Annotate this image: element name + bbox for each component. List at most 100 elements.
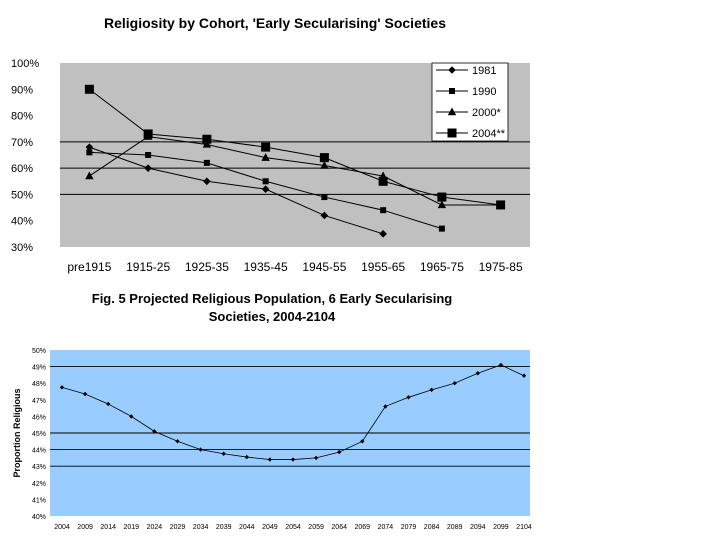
data-point — [221, 451, 226, 456]
y-tick-label: 43% — [32, 464, 46, 471]
data-point — [202, 134, 212, 144]
legend-label: 2004** — [472, 128, 506, 140]
series-line — [89, 136, 501, 206]
series-1 — [85, 143, 387, 238]
y-tick-label: 47% — [32, 398, 46, 405]
x-tick-label: 2034 — [193, 524, 209, 531]
legend-marker — [447, 107, 457, 116]
data-point — [202, 139, 212, 148]
data-point — [321, 194, 328, 201]
y-axis-label: Proportion Religious — [12, 389, 22, 478]
data-point — [521, 373, 527, 378]
legend-marker — [447, 128, 457, 138]
data-point — [380, 207, 387, 214]
x-tick-label: 2044 — [239, 524, 255, 531]
y-tick-label: 70% — [11, 137, 33, 149]
y-tick-label: 42% — [32, 481, 46, 488]
y-tick-label: 40% — [32, 514, 46, 521]
x-tick-label: 2084 — [424, 524, 440, 531]
data-point — [144, 164, 152, 172]
data-point — [320, 161, 329, 169]
x-tick-label: 1975-85 — [479, 260, 523, 274]
data-point — [320, 211, 329, 220]
x-tick-label: 2039 — [216, 524, 232, 531]
chart-title-line-2: Societies, 2004-2104 — [209, 309, 336, 324]
data-point — [438, 225, 445, 232]
x-tick-label: 2004 — [54, 524, 70, 531]
data-point — [143, 129, 153, 139]
data-point — [86, 149, 93, 156]
x-tick-label: 1935-45 — [244, 260, 288, 274]
data-point — [85, 143, 94, 151]
data-point — [84, 84, 94, 94]
legend: 1981 1990 2000* 2004** — [431, 62, 509, 142]
data-point — [82, 391, 88, 397]
legend-marker — [448, 66, 456, 74]
data-point — [145, 152, 152, 158]
data-point — [360, 439, 365, 444]
x-tick-label: 2049 — [262, 524, 278, 531]
y-tick-label: 100% — [11, 58, 39, 70]
data-point — [379, 230, 387, 238]
y-tick-label: 30% — [11, 242, 33, 254]
x-tick-label: 1955-65 — [361, 260, 405, 274]
data-point — [267, 457, 273, 462]
data-point — [261, 142, 271, 152]
y-tick-label: 50% — [11, 189, 33, 201]
data-point — [175, 439, 180, 444]
series-1 — [59, 362, 527, 462]
data-point — [203, 159, 210, 166]
data-point — [429, 387, 434, 393]
series-4 — [84, 84, 506, 210]
x-tick-label: 2069 — [355, 524, 371, 531]
series-line — [89, 88, 501, 206]
data-point — [106, 401, 111, 407]
x-tick-label: 2099 — [493, 524, 509, 531]
chart-title: Religiosity by Cohort, 'Early Secularisi… — [104, 15, 446, 31]
x-tick-label: 2019 — [124, 524, 140, 531]
data-point — [378, 176, 388, 186]
data-point — [383, 404, 388, 409]
chart-title-line-1: Fig. 5 Projected Religious Population, 6… — [92, 291, 453, 306]
legend-box — [431, 62, 509, 142]
x-tick-label: 1945-55 — [302, 260, 346, 274]
y-tick-label: 41% — [32, 497, 46, 504]
projection-chart: Fig. 5 Projected Religious Population, 6… — [12, 291, 532, 531]
data-point — [319, 153, 329, 163]
legend-marker — [449, 88, 455, 94]
x-tick-label: 1915-25 — [126, 260, 170, 274]
x-tick-label: 2029 — [170, 524, 186, 531]
x-tick-label: 2094 — [470, 524, 486, 531]
x-tick-label: 2064 — [331, 524, 347, 531]
legend-label: 1990 — [472, 86, 496, 98]
x-tick-label: 2024 — [147, 524, 163, 531]
cohort-religiosity-chart: Religiosity by Cohort, 'Early Secularisi… — [11, 15, 530, 274]
x-tick-label: pre1915 — [67, 260, 111, 274]
legend-label: 1981 — [472, 65, 496, 77]
y-tick-label: 80% — [11, 111, 33, 123]
data-point — [261, 153, 270, 161]
data-point — [203, 177, 211, 186]
x-tick-label: 1925-35 — [185, 260, 229, 274]
data-point — [244, 454, 249, 460]
x-tick-label: 2014 — [100, 524, 116, 531]
series-3 — [85, 132, 505, 209]
x-tick-label: 2054 — [285, 524, 301, 531]
data-point — [496, 200, 506, 210]
x-tick-label: 2074 — [378, 524, 394, 531]
data-point — [498, 362, 504, 368]
data-point — [290, 457, 296, 462]
y-tick-label: 46% — [32, 414, 46, 421]
data-point — [437, 200, 447, 209]
data-point — [198, 447, 203, 452]
data-point — [437, 192, 447, 202]
data-point — [406, 395, 411, 400]
y-tick-label: 48% — [32, 381, 46, 388]
data-point — [452, 381, 457, 386]
x-tick-label: 2089 — [447, 524, 463, 531]
y-tick-label: 40% — [11, 216, 33, 228]
data-point — [59, 385, 65, 390]
x-tick-label: 1965-75 — [420, 260, 464, 274]
y-tick-label: 50% — [32, 348, 46, 355]
y-tick-label: 45% — [32, 431, 46, 438]
